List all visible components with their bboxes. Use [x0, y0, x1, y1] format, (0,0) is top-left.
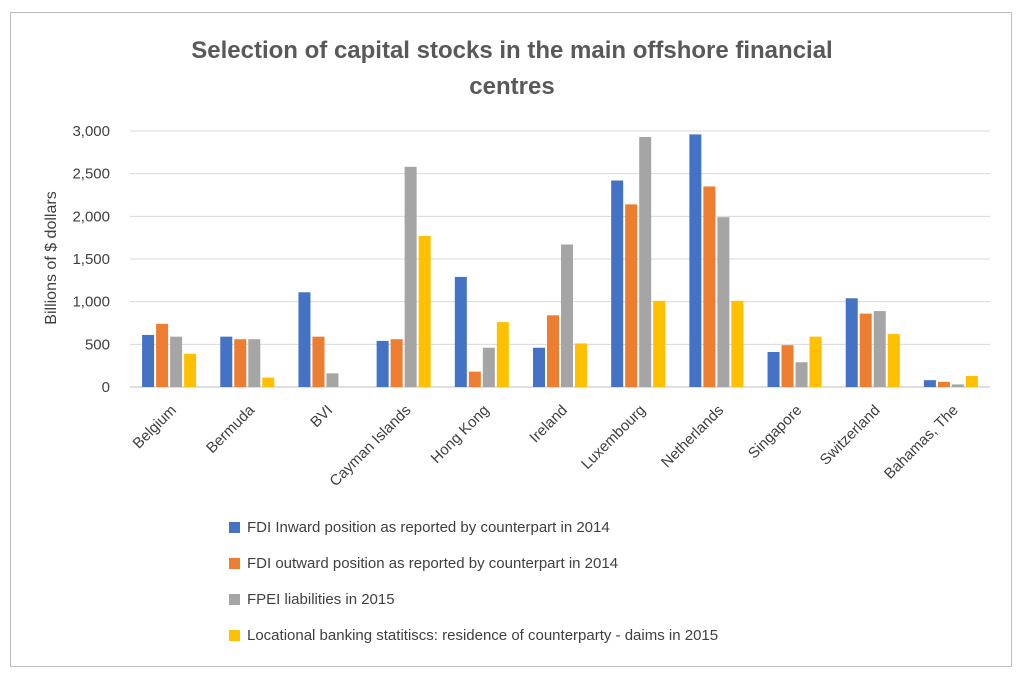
bar-ireland-series-1 — [533, 347, 545, 387]
x-tick-label: Luxembourg — [578, 402, 649, 473]
bar-hong-kong-series-1 — [454, 276, 467, 387]
legend-label: FDI outward position as reported by coun… — [247, 555, 618, 572]
legend-swatch — [229, 630, 240, 641]
legend-swatch — [229, 558, 240, 569]
bar-belgium-series-1 — [142, 334, 155, 387]
bar-cayman-islands-series-2 — [390, 339, 403, 387]
x-tick-label: Singapore — [745, 402, 805, 462]
legend-item: FDI outward position as reported by coun… — [229, 555, 618, 572]
bar-belgium-series-2 — [156, 323, 169, 387]
bar-belgium-series-3 — [170, 336, 183, 387]
y-tick-label: 1,500 — [72, 251, 110, 268]
x-tick-label: BVI — [307, 402, 336, 431]
bar-netherlands-series-1 — [689, 134, 702, 387]
y-tick-label: 0 — [102, 379, 110, 396]
bar-cayman-islands-series-1 — [376, 340, 389, 387]
legend-item: Locational banking statitiscs: residence… — [229, 627, 718, 644]
legend: FDI Inward position as reported by count… — [229, 519, 718, 644]
x-tick-label: Ireland — [526, 402, 570, 446]
y-tick-label: 1,000 — [72, 294, 110, 311]
bar-bermuda-series-3 — [248, 339, 261, 387]
bar-cayman-islands-series-3 — [404, 166, 417, 387]
bar-luxembourg-series-4 — [653, 300, 666, 387]
bar-netherlands-series-2 — [703, 186, 716, 387]
bars — [142, 134, 978, 387]
bar-switzerland-series-1 — [845, 298, 858, 387]
bar-bvi-series-3 — [326, 373, 339, 387]
legend-label: FPEI liabilities in 2015 — [247, 591, 395, 608]
bar-bermuda-series-4 — [262, 377, 275, 387]
bar-singapore-series-3 — [795, 362, 808, 387]
bar-ireland-series-2 — [547, 315, 559, 387]
bar-luxembourg-series-2 — [625, 204, 638, 387]
x-tick-label: Hong Kong — [428, 402, 493, 467]
x-tick-label: Switzerland — [817, 402, 884, 469]
bar-luxembourg-series-1 — [611, 180, 624, 387]
bar-ireland-series-3 — [561, 244, 573, 387]
legend-item: FDI Inward position as reported by count… — [229, 519, 610, 536]
bar-luxembourg-series-3 — [639, 136, 652, 387]
bar-bahamas-the-series-4 — [965, 375, 978, 387]
chart-title-line-1: Selection of capital stocks in the main … — [191, 37, 832, 64]
bar-netherlands-series-3 — [717, 217, 730, 387]
legend-label: FDI Inward position as reported by count… — [247, 519, 610, 536]
bar-bvi-series-2 — [312, 336, 325, 387]
y-tick-label: 2,500 — [72, 166, 110, 183]
bar-cayman-islands-series-4 — [418, 235, 431, 387]
bar-hong-kong-series-3 — [482, 347, 495, 387]
bar-singapore-series-4 — [809, 336, 822, 387]
x-tick-label: Belgium — [130, 402, 180, 452]
bar-singapore-series-2 — [781, 345, 794, 387]
x-tick-label: Netherlands — [658, 402, 727, 471]
legend-swatch — [229, 522, 240, 533]
y-axis-label: Billions of $ dollars — [43, 191, 60, 324]
chart-title-line-2: centres — [469, 73, 554, 100]
x-tick-label: Bahamas, The — [881, 402, 962, 483]
bar-bermuda-series-2 — [234, 339, 247, 387]
bar-hong-kong-series-2 — [468, 371, 481, 387]
bar-bahamas-the-series-2 — [937, 381, 950, 387]
bar-switzerland-series-4 — [887, 334, 900, 387]
legend-swatch — [229, 594, 240, 605]
bar-singapore-series-1 — [767, 352, 780, 387]
legend-item: FPEI liabilities in 2015 — [229, 591, 395, 608]
y-tick-label: 500 — [85, 336, 110, 353]
legend-label: Locational banking statitiscs: residence… — [247, 627, 718, 644]
x-tick-label: Bermuda — [203, 401, 259, 457]
bar-switzerland-series-3 — [873, 311, 886, 387]
bar-netherlands-series-4 — [731, 300, 744, 387]
y-tick-label: 3,000 — [72, 123, 110, 140]
bar-hong-kong-series-4 — [496, 322, 509, 387]
bar-belgium-series-4 — [184, 353, 197, 387]
bar-ireland-series-4 — [575, 343, 587, 387]
bar-bermuda-series-1 — [220, 336, 233, 387]
y-tick-label: 2,000 — [72, 208, 110, 225]
bar-bvi-series-1 — [298, 292, 311, 387]
bar-bahamas-the-series-1 — [923, 380, 936, 387]
bar-switzerland-series-2 — [859, 313, 872, 387]
y-tick-labels: 0 500 1,000 1,500 2,000 2,500 3,000 — [72, 123, 110, 396]
bar-bahamas-the-series-3 — [951, 384, 964, 387]
x-tick-label: Cayman Islands — [326, 402, 414, 490]
